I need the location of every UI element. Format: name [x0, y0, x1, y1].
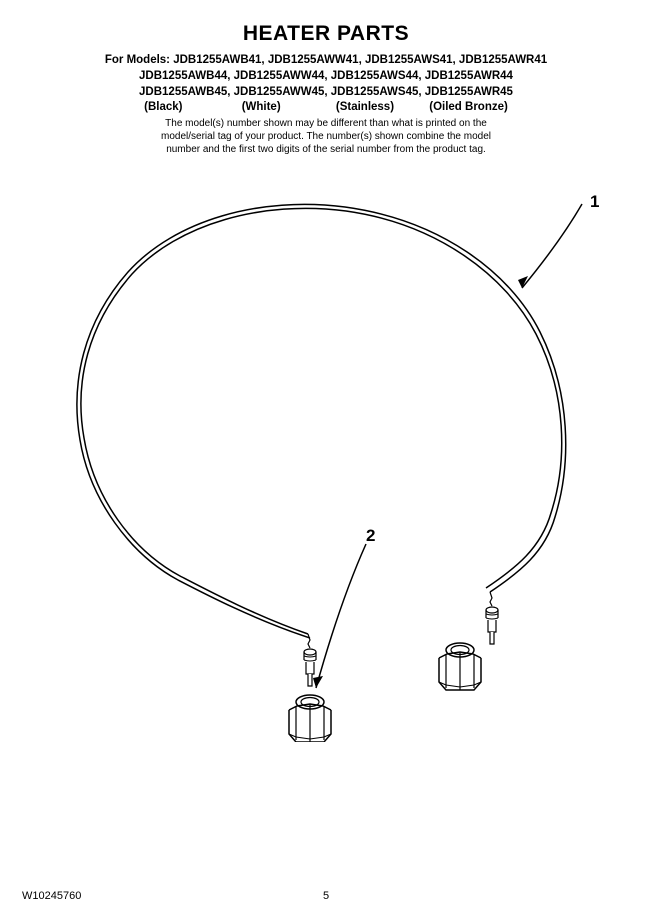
- page-title: HEATER PARTS: [0, 22, 652, 46]
- page-number: 5: [323, 890, 329, 902]
- heater-loop-outer: [77, 204, 566, 638]
- colors-row: (Black) (White) (Stainless) (Oiled Bronz…: [0, 101, 652, 113]
- diagram-container: 1 2: [0, 182, 652, 742]
- models-row-0: JDB1255AWB41, JDB1255AWW41, JDB1255AWS41…: [173, 54, 547, 66]
- models-header: For Models: JDB1255AWB41, JDB1255AWW41, …: [0, 52, 652, 68]
- hex-nut-left: [289, 695, 331, 742]
- doc-number: W10245760: [22, 890, 81, 902]
- heater-diagram-svg: [0, 182, 652, 742]
- callout-arrow-1: [518, 204, 582, 288]
- models-row-2: JDB1255AWB45, JDB1255AWW45, JDB1255AWS45…: [0, 84, 652, 100]
- color-black: (Black): [144, 101, 182, 113]
- color-stainless: (Stainless): [336, 101, 394, 113]
- terminal-right: [486, 592, 498, 644]
- disclaimer-line-0: The model(s) number shown may be differe…: [165, 118, 487, 129]
- color-white: (White): [242, 101, 281, 113]
- callout-number-1: 1: [590, 192, 599, 212]
- disclaimer-line-1: model/serial tag of your product. The nu…: [161, 131, 491, 142]
- models-prefix: For Models:: [105, 54, 173, 66]
- models-row-1: JDB1255AWB44, JDB1255AWW44, JDB1255AWS44…: [0, 68, 652, 84]
- disclaimer-line-2: number and the first two digits of the s…: [166, 144, 486, 155]
- callout-arrow-2: [313, 544, 366, 688]
- callout-number-2: 2: [366, 526, 375, 546]
- color-oiled-bronze: (Oiled Bronze): [429, 101, 508, 113]
- hex-nut-right: [439, 643, 481, 690]
- disclaimer: The model(s) number shown may be differe…: [116, 117, 536, 156]
- heater-loop-inner: [81, 208, 562, 634]
